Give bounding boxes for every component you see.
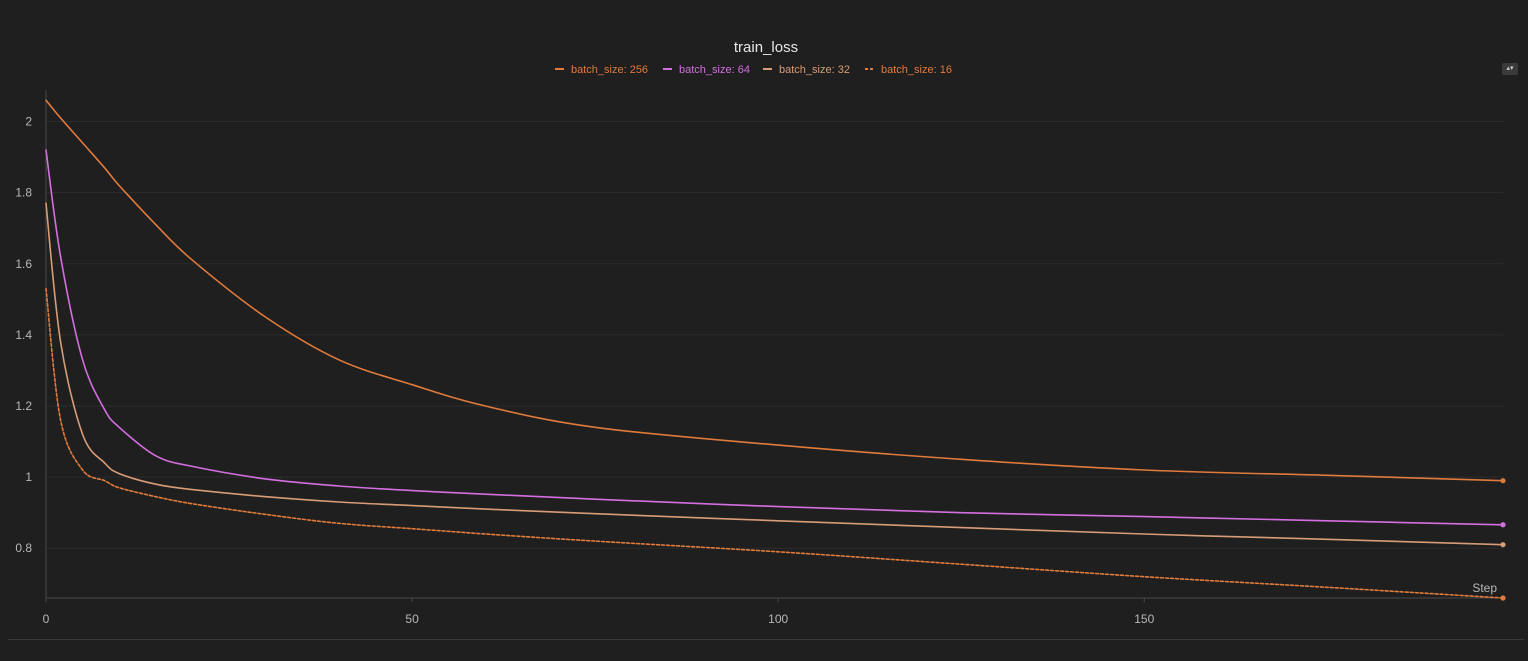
x-tick-label: 150 bbox=[1134, 612, 1154, 626]
axes bbox=[45, 90, 1503, 602]
y-tick-label: 1.4 bbox=[15, 328, 32, 342]
y-tick-labels: 0.8 1 1.2 1.4 1.6 1.8 2 bbox=[15, 115, 32, 556]
series-line bbox=[45, 99, 1504, 482]
panel-divider bbox=[8, 639, 1524, 640]
y-tick-label: 1.8 bbox=[15, 186, 32, 200]
x-tick-label: 0 bbox=[43, 612, 50, 626]
chart-legend[interactable]: batch_size: 256 batch_size: 64 batch_size:… bbox=[555, 64, 952, 76]
y-tick-label: 2 bbox=[25, 115, 32, 129]
series-line bbox=[45, 287, 1504, 599]
x-tick-label: 100 bbox=[768, 612, 788, 626]
y-tick-label: 1.2 bbox=[15, 399, 32, 413]
x-tick-labels: 0 50 100 150 bbox=[43, 612, 1155, 626]
legend-item-label: batch_size: 256 bbox=[571, 64, 648, 76]
x-tick-label: 50 bbox=[405, 612, 419, 626]
series-line bbox=[45, 149, 1504, 526]
y-tick-label: 0.8 bbox=[15, 541, 32, 555]
series-end-marker bbox=[1500, 595, 1506, 601]
gridlines bbox=[46, 121, 1503, 549]
legend-item-label: batch_size: 64 bbox=[679, 64, 750, 76]
chart-title: train_loss bbox=[734, 39, 798, 56]
y-tick-label: 1 bbox=[25, 470, 32, 484]
series-lines[interactable] bbox=[45, 99, 1506, 601]
legend-item-label: batch_size: 32 bbox=[779, 64, 850, 76]
y-tick-label: 1.6 bbox=[15, 257, 32, 271]
legend-item-label: batch_size: 16 bbox=[881, 64, 952, 76]
series-end-marker bbox=[1500, 542, 1506, 548]
series-end-marker bbox=[1500, 522, 1506, 528]
chart-options-button[interactable]: ▴▾ bbox=[1502, 63, 1518, 75]
x-axis-label: Step bbox=[1472, 581, 1497, 595]
series-line bbox=[45, 202, 1504, 546]
series-end-marker bbox=[1500, 478, 1506, 484]
